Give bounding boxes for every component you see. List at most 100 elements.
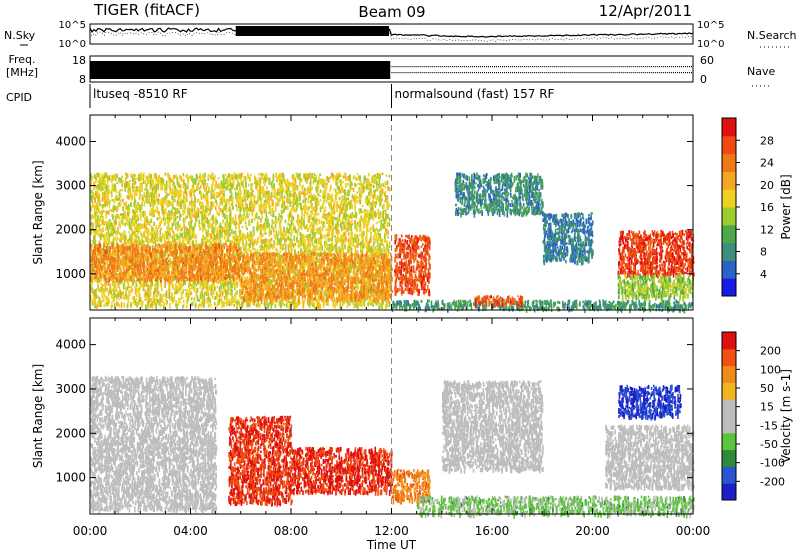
data-cell — [216, 202, 218, 206]
data-cell — [128, 231, 130, 234]
data-cell — [178, 201, 181, 207]
freq-dot — [498, 72, 500, 74]
nave-dot — [421, 66, 423, 68]
data-cell — [286, 198, 288, 203]
data-cell — [227, 303, 230, 306]
data-cell — [381, 205, 384, 209]
data-cell — [347, 182, 349, 186]
data-cell — [105, 175, 107, 179]
freq-dot — [534, 72, 536, 74]
data-cell — [343, 239, 345, 245]
beam-title: Beam 09 — [358, 3, 425, 21]
freq-dot — [487, 72, 489, 74]
data-cell — [103, 293, 105, 298]
nave-dot — [451, 66, 453, 68]
freq-dot — [512, 72, 514, 74]
data-cell — [255, 278, 258, 283]
data-cell — [160, 286, 163, 292]
data-cell — [310, 206, 313, 209]
data-cell — [217, 177, 220, 180]
nave-dot — [690, 66, 692, 68]
nave-dot — [632, 66, 634, 68]
data-cell — [111, 194, 113, 198]
freq-dot — [646, 72, 648, 74]
data-cell — [276, 249, 279, 254]
nave-dot — [566, 66, 568, 68]
freq-dot — [451, 72, 453, 74]
data-cell — [123, 239, 126, 245]
data-cell — [279, 219, 282, 224]
data-cell — [236, 241, 238, 246]
date-title: 12/Apr/2011 — [599, 2, 692, 20]
data-cell — [244, 206, 247, 212]
data-cell — [317, 185, 320, 189]
data-cell — [378, 172, 380, 177]
data-cell — [206, 183, 209, 187]
data-cell — [312, 223, 315, 227]
freq-dot — [415, 72, 417, 74]
freq-unit-label: [MHz] — [6, 66, 38, 79]
freq-dot — [608, 72, 610, 74]
nave-dot — [544, 66, 546, 68]
data-cell — [207, 293, 210, 299]
data-cell — [107, 190, 109, 195]
data-cell — [128, 217, 131, 221]
freq-dot — [560, 72, 562, 74]
data-cell — [125, 287, 127, 294]
nave-label: Nave — [747, 65, 775, 78]
nave-dot — [542, 66, 544, 68]
nave-dot — [564, 66, 566, 68]
freq-dot — [538, 72, 540, 74]
data-cell — [219, 293, 221, 300]
nave-dot — [652, 66, 654, 68]
data-cell — [167, 279, 170, 285]
data-cell — [155, 295, 158, 299]
freq-dot — [473, 72, 475, 74]
nave-dot — [429, 66, 431, 68]
data-cell — [321, 282, 324, 288]
data-cell — [358, 243, 361, 246]
data-cell — [360, 245, 362, 251]
nave-dot — [409, 66, 411, 68]
freq-dot — [584, 72, 586, 74]
nave-dot — [658, 66, 660, 68]
data-cell — [319, 189, 322, 193]
data-cell — [203, 259, 205, 264]
data-cell — [204, 291, 206, 296]
nave-dot — [686, 66, 688, 68]
nave-dot — [419, 66, 421, 68]
data-cell — [230, 288, 232, 293]
data-cell — [330, 242, 333, 248]
freq-dot — [492, 72, 493, 74]
data-cell — [217, 294, 220, 298]
data-cell — [351, 219, 353, 225]
data-cell — [213, 302, 216, 306]
freq-dot — [435, 72, 437, 74]
data-cell — [118, 232, 121, 235]
freq-dot — [449, 72, 451, 74]
data-cell — [365, 213, 368, 219]
data-cell — [266, 294, 268, 298]
data-cell — [215, 200, 217, 204]
data-cell — [244, 199, 247, 205]
freq-dot — [483, 72, 485, 74]
nave-dot — [556, 66, 558, 68]
freq-dot — [510, 72, 512, 74]
nave-dot — [592, 66, 594, 68]
freq-dot — [475, 72, 477, 74]
data-cell — [346, 213, 348, 218]
nave-dot — [459, 66, 461, 68]
data-cell — [134, 202, 136, 205]
data-cell — [195, 234, 197, 240]
nave-dot — [628, 66, 630, 68]
data-cell — [362, 191, 365, 194]
freq-dot — [674, 72, 676, 74]
freq-dot — [542, 72, 544, 74]
data-cell — [98, 173, 101, 177]
data-cell — [226, 294, 229, 301]
nave-dot — [618, 66, 620, 68]
freq-dot — [628, 72, 630, 74]
data-cell — [213, 189, 215, 195]
data-cell — [216, 230, 218, 237]
data-cell — [346, 302, 349, 308]
